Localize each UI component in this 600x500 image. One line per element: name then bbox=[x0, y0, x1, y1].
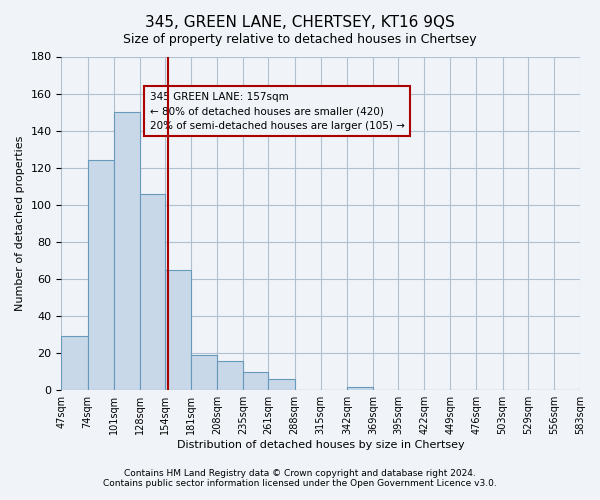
Text: 345 GREEN LANE: 157sqm
← 80% of detached houses are smaller (420)
20% of semi-de: 345 GREEN LANE: 157sqm ← 80% of detached… bbox=[149, 92, 404, 131]
Bar bbox=[191, 355, 217, 390]
Bar bbox=[217, 360, 243, 390]
Bar bbox=[88, 160, 113, 390]
Text: Contains HM Land Registry data © Crown copyright and database right 2024.: Contains HM Land Registry data © Crown c… bbox=[124, 468, 476, 477]
X-axis label: Distribution of detached houses by size in Chertsey: Distribution of detached houses by size … bbox=[177, 440, 464, 450]
Bar bbox=[113, 112, 140, 390]
Bar bbox=[347, 386, 373, 390]
Text: Size of property relative to detached houses in Chertsey: Size of property relative to detached ho… bbox=[123, 32, 477, 46]
Bar bbox=[140, 194, 165, 390]
Text: 345, GREEN LANE, CHERTSEY, KT16 9QS: 345, GREEN LANE, CHERTSEY, KT16 9QS bbox=[145, 15, 455, 30]
Bar bbox=[243, 372, 268, 390]
Bar bbox=[61, 336, 88, 390]
Bar bbox=[268, 379, 295, 390]
Bar bbox=[165, 270, 191, 390]
Text: Contains public sector information licensed under the Open Government Licence v3: Contains public sector information licen… bbox=[103, 478, 497, 488]
Bar bbox=[580, 386, 600, 390]
Y-axis label: Number of detached properties: Number of detached properties bbox=[15, 136, 25, 311]
